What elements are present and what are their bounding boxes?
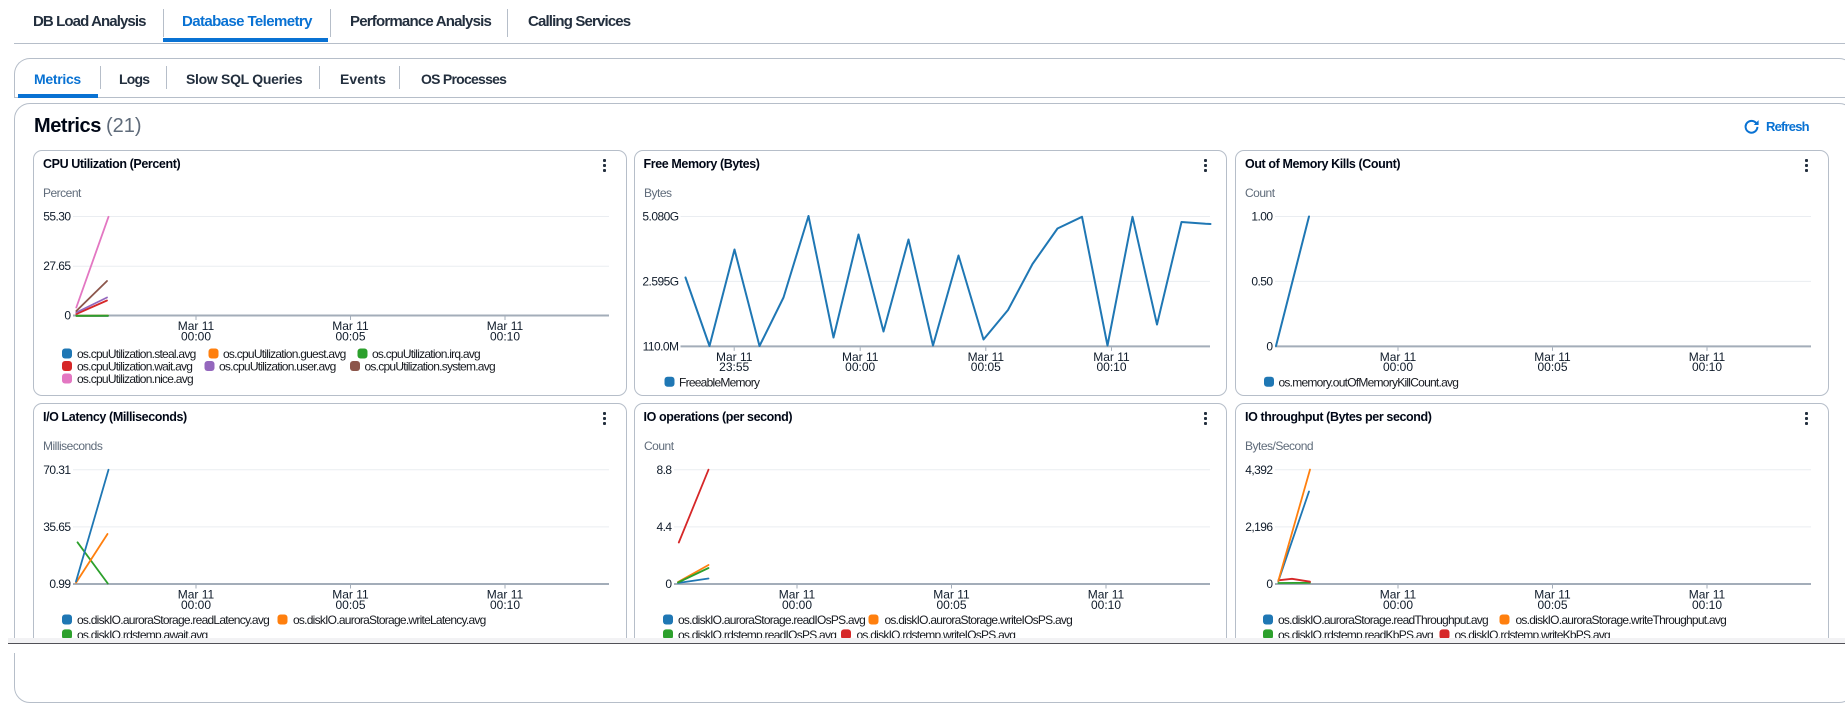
svg-text:0.99: 0.99 (49, 577, 71, 591)
svg-text:os.cpuUtilization.system.avg: os.cpuUtilization.system.avg (365, 359, 495, 373)
svg-text:Bytes: Bytes (644, 186, 672, 200)
svg-text:00:00: 00:00 (181, 329, 211, 343)
svg-text:os.diskIO.auroraStorage.readLa: os.diskIO.auroraStorage.readLatency.avg (77, 613, 269, 627)
svg-text:00:05: 00:05 (936, 597, 966, 611)
svg-text:Percent: Percent (43, 186, 82, 200)
svg-text:00:10: 00:10 (1692, 360, 1722, 374)
svg-text:os.cpuUtilization.wait.avg: os.cpuUtilization.wait.avg (77, 359, 192, 373)
svg-text:os.cpuUtilization.guest.avg: os.cpuUtilization.guest.avg (223, 347, 346, 361)
svg-text:Mar 11: Mar 11 (967, 349, 1004, 363)
svg-text:0.50: 0.50 (1251, 274, 1273, 288)
svg-text:00:05: 00:05 (970, 360, 1000, 374)
svg-text:Mar 11: Mar 11 (1534, 587, 1571, 601)
svg-text:00:05: 00:05 (1537, 360, 1567, 374)
svg-text:00:00: 00:00 (181, 597, 211, 611)
svg-text:os.diskIO.auroraStorage.writeL: os.diskIO.auroraStorage.writeLatency.avg (293, 613, 486, 627)
svg-text:35.65: 35.65 (43, 519, 71, 533)
svg-text:70.31: 70.31 (43, 462, 71, 476)
svg-text:Mar 11: Mar 11 (1689, 349, 1726, 363)
svg-text:4,392: 4,392 (1245, 462, 1273, 476)
svg-text:00:00: 00:00 (845, 360, 875, 374)
svg-text:Mar 11: Mar 11 (933, 587, 970, 601)
svg-text:1.00: 1.00 (1251, 209, 1273, 223)
svg-text:00:10: 00:10 (1096, 360, 1126, 374)
svg-text:0: 0 (665, 577, 672, 591)
svg-text:Count: Count (644, 439, 675, 453)
svg-text:00:00: 00:00 (781, 597, 811, 611)
svg-text:8.8: 8.8 (656, 462, 672, 476)
svg-text:00:05: 00:05 (335, 329, 365, 343)
svg-text:0: 0 (1266, 339, 1273, 353)
svg-text:os.diskIO.auroraStorage.writeI: os.diskIO.auroraStorage.writeIOsPS.avg (884, 613, 1072, 627)
svg-text:os.diskIO.auroraStorage.readTh: os.diskIO.auroraStorage.readThroughput.a… (1278, 613, 1488, 627)
svg-text:Mar 11: Mar 11 (332, 587, 369, 601)
svg-text:Mar 11: Mar 11 (1380, 349, 1417, 363)
svg-text:Mar 11: Mar 11 (1689, 587, 1726, 601)
svg-text:00:10: 00:10 (1692, 597, 1722, 611)
svg-text:os.diskIO.auroraStorage.writeT: os.diskIO.auroraStorage.writeThroughput.… (1516, 613, 1727, 627)
svg-text:00:10: 00:10 (1090, 597, 1120, 611)
svg-text:00:05: 00:05 (1537, 597, 1567, 611)
svg-text:23:55: 23:55 (719, 360, 749, 374)
svg-text:2,196: 2,196 (1245, 519, 1273, 533)
svg-text:2.595G: 2.595G (642, 274, 678, 288)
svg-text:4.4: 4.4 (656, 519, 672, 533)
svg-text:os.cpuUtilization.user.avg: os.cpuUtilization.user.avg (219, 359, 336, 373)
svg-text:0: 0 (64, 308, 71, 322)
svg-text:00:10: 00:10 (490, 597, 520, 611)
svg-text:5.080G: 5.080G (642, 209, 678, 223)
svg-text:Mar 11: Mar 11 (178, 587, 215, 601)
svg-text:Milliseconds: Milliseconds (43, 439, 103, 453)
svg-text:Count: Count (1245, 186, 1276, 200)
svg-text:Mar 11: Mar 11 (841, 349, 878, 363)
svg-text:00:00: 00:00 (1383, 597, 1413, 611)
svg-text:Mar 11: Mar 11 (1534, 349, 1571, 363)
svg-text:27.65: 27.65 (43, 259, 71, 273)
svg-text:Mar 11: Mar 11 (1087, 587, 1124, 601)
svg-text:Mar 11: Mar 11 (487, 587, 524, 601)
svg-text:Bytes/Second: Bytes/Second (1245, 439, 1313, 453)
svg-text:os.cpuUtilization.nice.avg: os.cpuUtilization.nice.avg (77, 372, 193, 386)
svg-text:Mar 11: Mar 11 (1380, 587, 1417, 601)
svg-text:Mar 11: Mar 11 (715, 349, 752, 363)
svg-text:Mar 11: Mar 11 (332, 319, 369, 333)
svg-text:110.0M: 110.0M (642, 339, 678, 353)
svg-text:0: 0 (1266, 577, 1273, 591)
svg-text:00:05: 00:05 (335, 597, 365, 611)
svg-text:os.cpuUtilization.irq.avg: os.cpuUtilization.irq.avg (372, 347, 480, 361)
svg-text:FreeableMemory: FreeableMemory (679, 375, 760, 389)
svg-text:Mar 11: Mar 11 (1093, 349, 1130, 363)
svg-text:Mar 11: Mar 11 (178, 319, 215, 333)
svg-text:os.cpuUtilization.steal.avg: os.cpuUtilization.steal.avg (77, 347, 196, 361)
svg-text:os.diskIO.auroraStorage.readIO: os.diskIO.auroraStorage.readIOsPS.avg (678, 613, 865, 627)
svg-text:Mar 11: Mar 11 (487, 319, 524, 333)
svg-text:00:00: 00:00 (1383, 360, 1413, 374)
svg-text:55.30: 55.30 (43, 209, 71, 223)
svg-text:Mar 11: Mar 11 (778, 587, 815, 601)
svg-text:00:10: 00:10 (490, 329, 520, 343)
svg-text:os.memory.outOfMemoryKillCount: os.memory.outOfMemoryKillCount.avg (1279, 375, 1459, 389)
